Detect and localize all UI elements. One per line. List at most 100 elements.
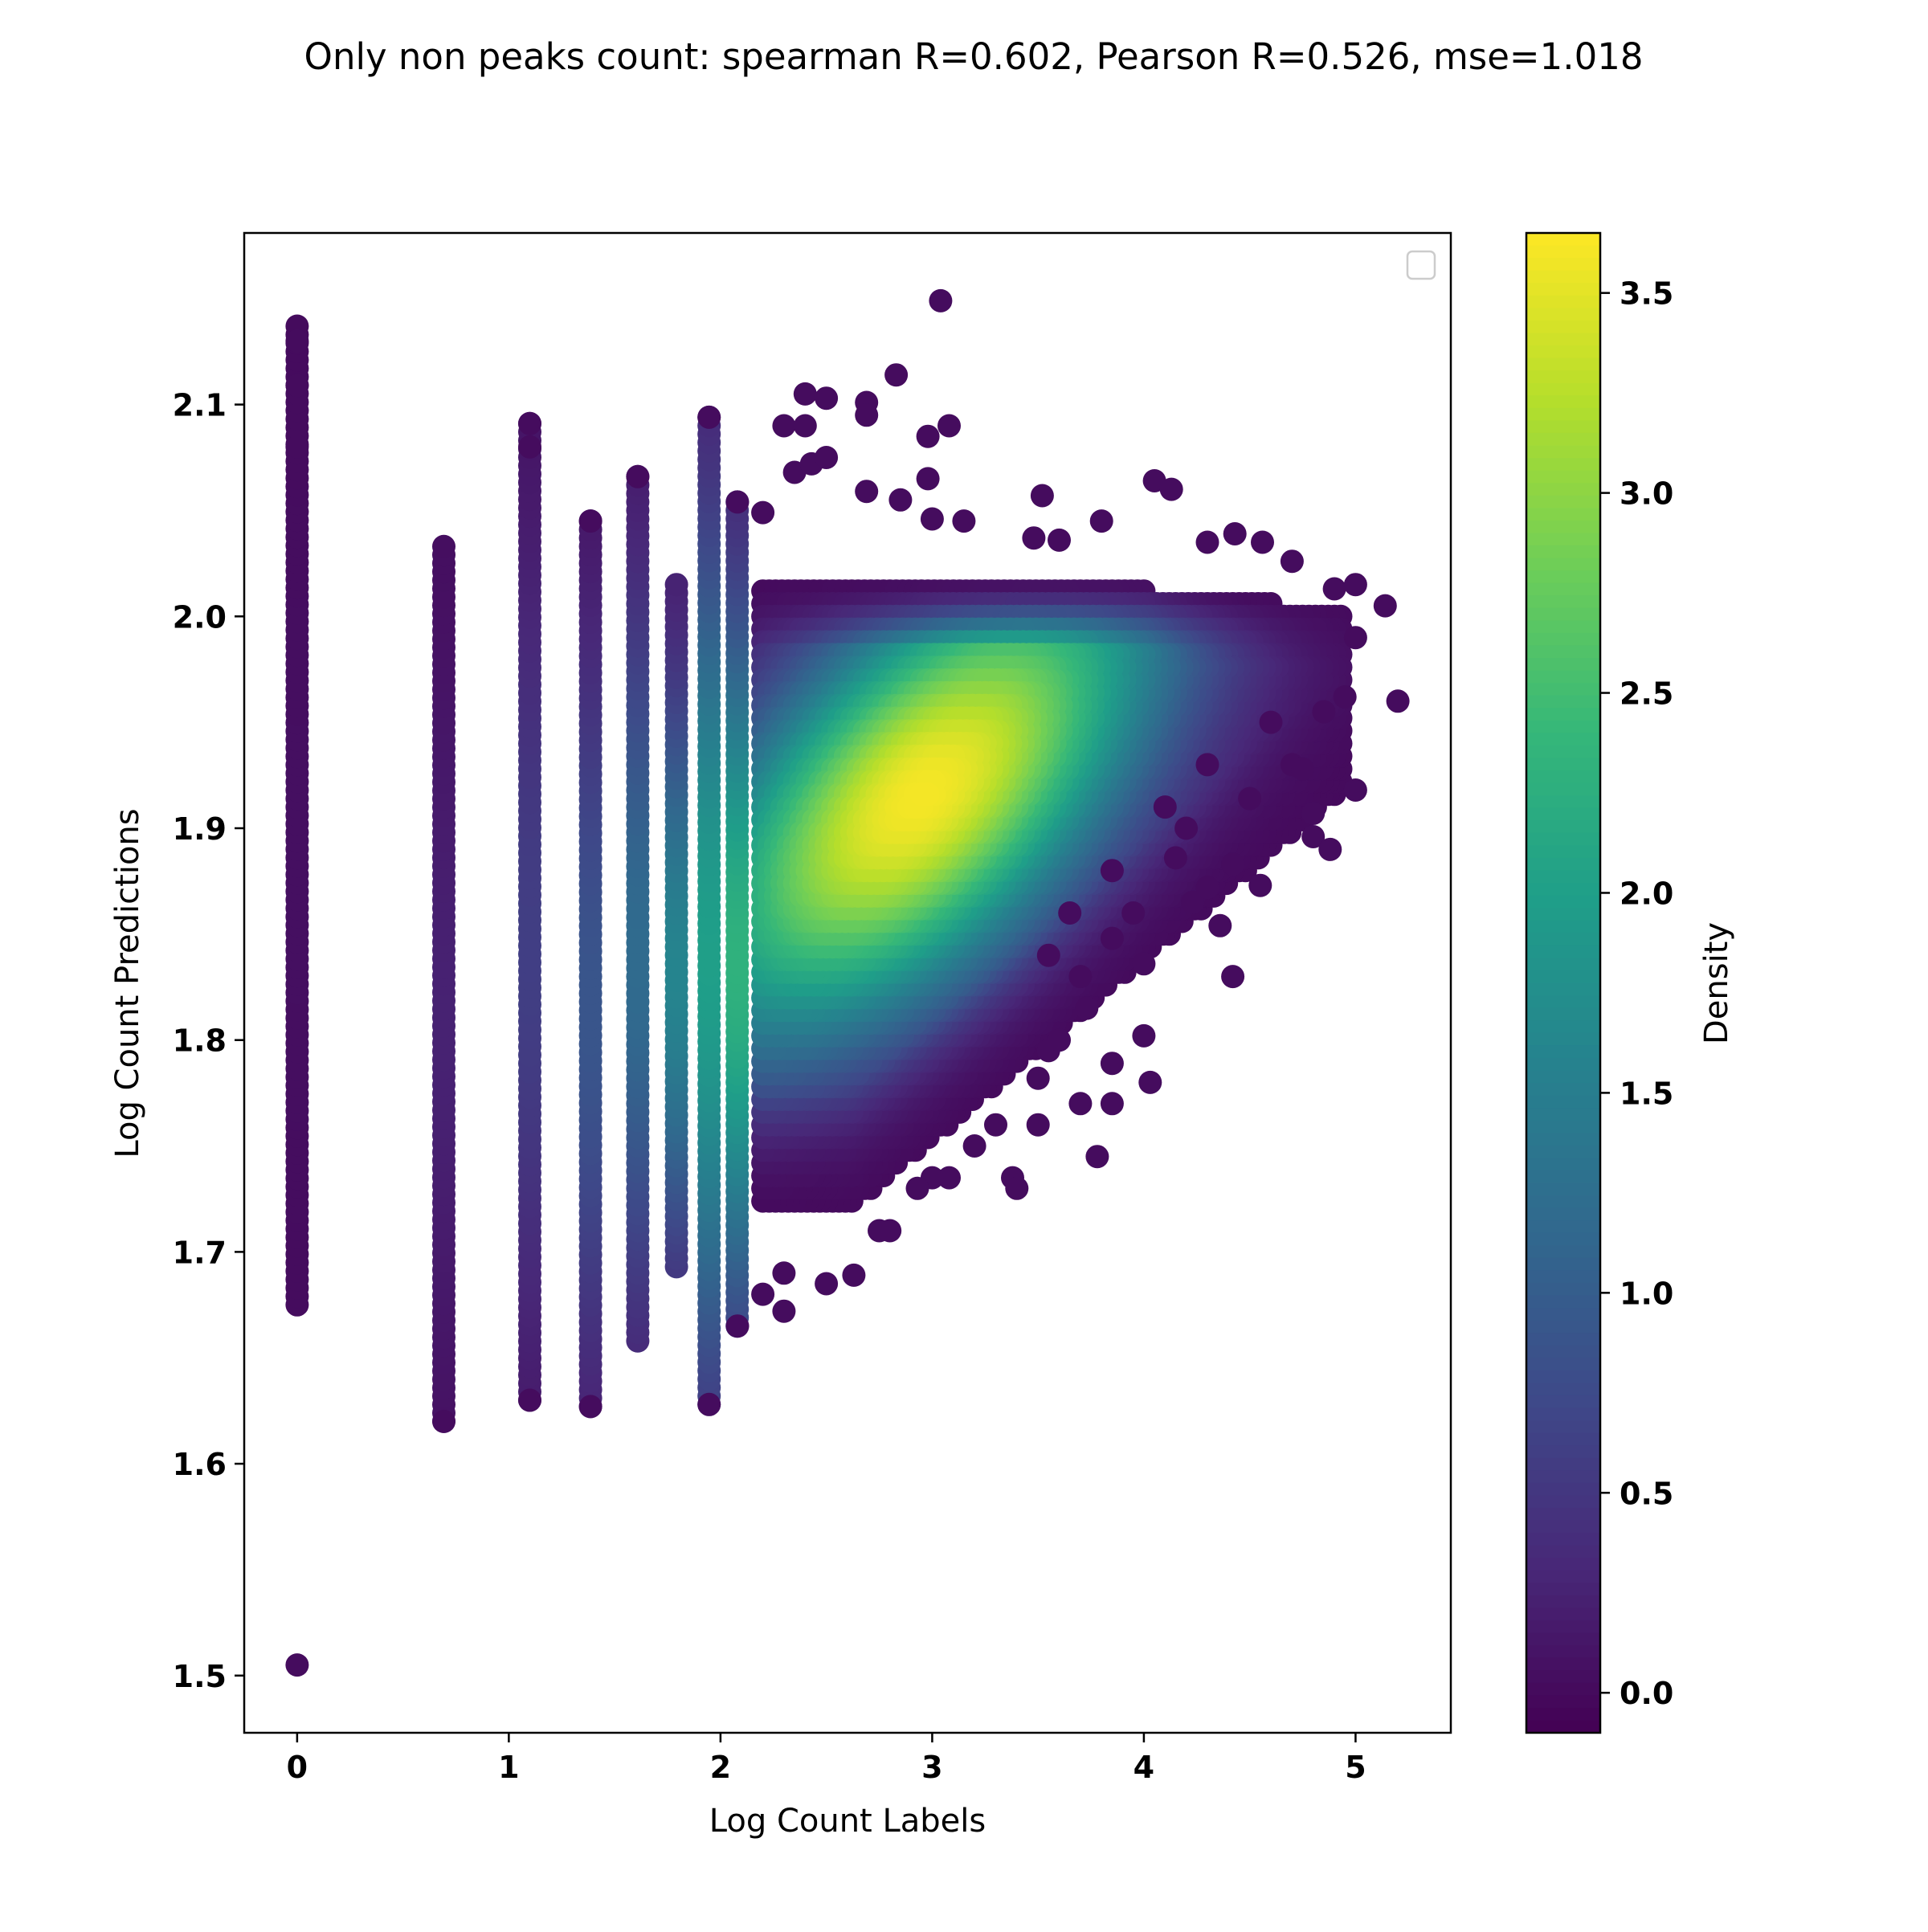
colorbar-tick-label: 0.0 <box>1620 1676 1673 1711</box>
outlier-point <box>905 1176 929 1200</box>
colorbar-band <box>1526 607 1600 622</box>
outlier-point <box>815 386 839 410</box>
colorbar-band <box>1526 645 1600 659</box>
colorbar-band <box>1526 1308 1600 1321</box>
colorbar-band <box>1526 1558 1600 1571</box>
outlier-point <box>1005 1176 1029 1200</box>
colorbar-band <box>1526 1445 1600 1459</box>
legend-box[interactable] <box>1406 250 1436 280</box>
colorbar-band <box>1526 670 1600 684</box>
outlier-point <box>1301 802 1326 825</box>
outlier-point <box>751 500 775 525</box>
outlier-point <box>1159 477 1183 501</box>
colorbar-band <box>1526 1333 1600 1346</box>
outlier-point <box>772 414 796 438</box>
outlier-point <box>1223 522 1247 545</box>
colorbar-band <box>1526 445 1600 460</box>
outlier-point <box>884 363 909 387</box>
outlier-point <box>1026 1066 1050 1090</box>
outlier-point <box>751 1282 775 1306</box>
outlier-point <box>1208 913 1232 937</box>
colorbar-band <box>1526 382 1600 397</box>
outlier-point <box>1100 1052 1124 1076</box>
colorbar-band <box>1526 745 1600 759</box>
colorbar-tick-label: 1.5 <box>1620 1076 1673 1111</box>
outlier-point <box>1280 549 1304 574</box>
outlier-point <box>1030 484 1054 508</box>
y-tick-label: 1.5 <box>173 1659 227 1694</box>
outlier-point <box>1195 530 1219 554</box>
colorbar-band <box>1526 1158 1600 1171</box>
colorbar-band <box>1526 1470 1600 1484</box>
colorbar-band <box>1526 1545 1600 1559</box>
density-cloud <box>751 579 1353 1213</box>
x-tick-label: 5 <box>1345 1750 1366 1785</box>
outlier-point <box>1075 996 1099 1020</box>
colorbar-band <box>1526 1607 1600 1621</box>
outlier-point <box>929 288 953 312</box>
colorbar-band <box>1526 570 1600 584</box>
outlier-point <box>1373 594 1397 618</box>
outlier-point <box>815 1272 839 1296</box>
colorbar-band <box>1526 982 1600 997</box>
colorbar-band <box>1526 1007 1600 1022</box>
colorbar-band <box>1526 1695 1600 1709</box>
colorbar-band <box>1526 283 1600 296</box>
outlier-point <box>1221 852 1245 876</box>
colorbar-tick-label: 3.0 <box>1620 476 1673 512</box>
colorbar-band <box>1526 357 1600 372</box>
colorbar-band <box>1526 1270 1600 1284</box>
colorbar-band <box>1526 1032 1600 1047</box>
colorbar-band <box>1526 420 1600 434</box>
colorbar-band <box>1526 1657 1600 1672</box>
outlier-point <box>1195 876 1219 900</box>
colorbar-band <box>1526 1120 1600 1134</box>
outlier-point <box>937 1166 961 1190</box>
colorbar-band <box>1526 1070 1600 1084</box>
outlier-point <box>916 467 940 491</box>
colorbar-band <box>1526 1707 1600 1722</box>
colorbar-band <box>1526 1370 1600 1384</box>
colorbar-band <box>1526 958 1600 971</box>
outlier-point <box>1132 952 1156 976</box>
plot-area <box>285 288 1410 1677</box>
colorbar-band <box>1526 533 1600 546</box>
outlier-point <box>1026 1113 1050 1137</box>
outlier-point <box>697 405 721 429</box>
y-axis-ticks: 1.5 1.6 1.7 1.8 1.9 2.0 2.1 <box>173 388 244 1694</box>
colorbar-band <box>1526 920 1600 934</box>
colorbar-band <box>1526 1682 1600 1697</box>
colorbar-tick-label: 3.5 <box>1620 276 1673 312</box>
outlier-point <box>1343 626 1367 650</box>
outlier-point <box>578 509 602 533</box>
colorbar-band <box>1526 795 1600 809</box>
outlier-point <box>1174 816 1199 840</box>
outlier-point <box>285 329 309 353</box>
outlier-point <box>1100 1092 1124 1116</box>
outlier-point <box>285 374 309 398</box>
outlier-point <box>842 1263 866 1287</box>
outlier-point <box>518 1388 541 1412</box>
colorbar-band <box>1526 1245 1600 1259</box>
colorbar-band <box>1526 1670 1600 1684</box>
colorbar-band <box>1526 345 1600 359</box>
colorbar-band <box>1526 782 1600 797</box>
x-axis-label: Log Count Labels <box>709 1803 986 1840</box>
outlier-point <box>1022 526 1046 550</box>
colorbar-band <box>1526 458 1600 472</box>
colorbar-band <box>1526 657 1600 672</box>
colorbar-band <box>1526 295 1600 309</box>
colorbar-band <box>1526 595 1600 609</box>
outlier-point <box>1068 1092 1093 1116</box>
outlier-point <box>518 435 541 459</box>
column-point <box>432 534 455 558</box>
colorbar-band <box>1526 1420 1600 1434</box>
outlier-point <box>1291 757 1314 781</box>
colorbar-band <box>1526 582 1600 597</box>
colorbar-band <box>1526 1095 1600 1109</box>
colorbar-band <box>1526 695 1600 709</box>
outlier-point <box>1132 1023 1156 1048</box>
density-point <box>909 782 933 807</box>
